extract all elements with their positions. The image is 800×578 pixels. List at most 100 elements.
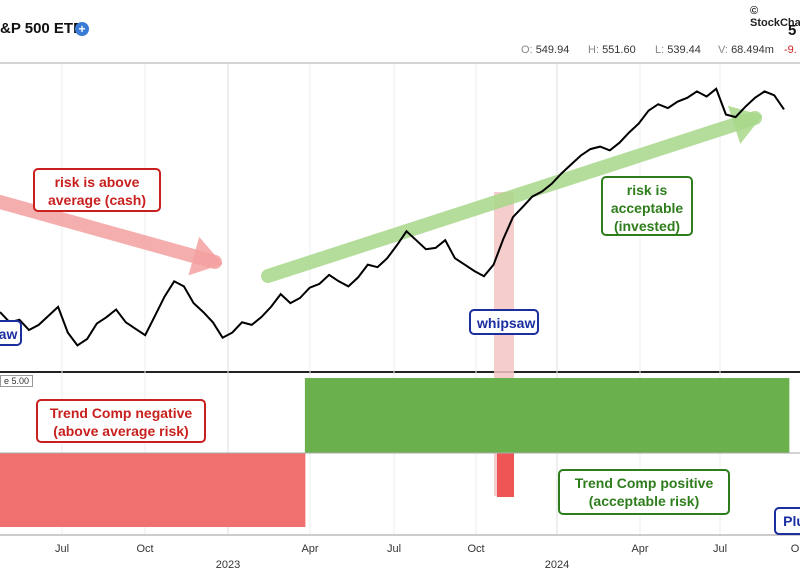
trend-comp-negative-bar — [198, 453, 209, 527]
trend-comp-positive-bar — [314, 378, 325, 453]
trend-comp-negative-bar — [130, 453, 141, 527]
trend-comp-positive-bar — [759, 378, 770, 453]
trend-comp-positive-bar — [382, 378, 393, 453]
trend-comp-negative-bar — [150, 453, 161, 527]
trend-comp-positive-bar — [653, 378, 664, 453]
indicator-panel-tag: e 5.00 — [0, 375, 34, 387]
x-year-label: 2024 — [545, 559, 569, 571]
trend-comp-positive-bar — [672, 378, 683, 453]
trend-comp-positive-bar — [546, 378, 558, 453]
trend-comp-positive-bar — [324, 378, 335, 453]
trend-comp-positive-bar — [556, 378, 567, 453]
trend-comp-positive-bar — [459, 378, 470, 453]
trend-comp-positive-bar — [730, 378, 741, 453]
x-tick-label: Apr — [631, 543, 648, 555]
trend-comp-positive-bar — [333, 378, 345, 453]
ohlc-high: H: 551.60 — [588, 44, 636, 56]
trend-comp-positive-bar — [575, 378, 587, 453]
ohlc-low: L: 539.44 — [655, 44, 701, 56]
callout-whipsaw: whipsaw — [469, 309, 539, 335]
trend-comp-positive-bar — [595, 378, 606, 453]
price-series-line — [0, 87, 785, 347]
trend-comp-positive-bar — [721, 378, 732, 453]
trend-comp-negative-bar — [53, 453, 64, 527]
trend-comp-positive-bar — [643, 378, 654, 453]
trend-comp-positive-bar — [401, 378, 412, 453]
trend-comp-negative-bar — [82, 453, 93, 527]
trend-comp-negative-bar — [285, 453, 296, 527]
trend-comp-positive-bar — [430, 378, 441, 453]
trend-comp-negative-bar — [101, 453, 112, 527]
trend-comp-negative-bar — [256, 453, 267, 527]
callout-trend-negative: Trend Comp negative (above average risk) — [36, 399, 206, 443]
brand-logo-text: © StockCharts.com — [750, 5, 800, 29]
trend-comp-negative-bar — [62, 453, 74, 527]
trend-comp-negative-bar — [237, 453, 248, 527]
chart-header: &P 500 ETF + © StockCharts.com 5 O: 549.… — [0, 0, 800, 63]
trend-comp-negative-bar — [4, 453, 16, 527]
trend-comp-negative-bar — [246, 453, 257, 527]
x-tick-label: Oct — [136, 543, 153, 555]
trend-comp-negative-bar — [91, 453, 103, 527]
risk-above-arrow-shaft — [0, 195, 222, 269]
trend-comp-positive-bar — [392, 378, 403, 453]
trend-comp-positive-bar — [779, 378, 790, 453]
trend-comp-positive-bar — [614, 378, 625, 453]
trend-comp-positive-bar — [769, 378, 780, 453]
trend-comp-positive-bar — [508, 378, 519, 453]
x-tick-label: Jul — [713, 543, 727, 555]
trend-comp-positive-bar — [585, 378, 596, 453]
trend-comp-negative-bar — [72, 453, 83, 527]
trend-comp-positive-bar — [604, 378, 616, 453]
trend-comp-negative-bar — [295, 453, 306, 527]
x-tick-label: Apr — [301, 543, 318, 555]
trend-comp-positive-bar — [479, 378, 490, 453]
trend-comp-positive-bar — [740, 378, 751, 453]
trend-comp-positive-bar — [517, 378, 529, 453]
callout-plus: Plu — [774, 507, 800, 535]
callout-trend-positive: Trend Comp positive (acceptable risk) — [558, 469, 730, 515]
trend-comp-positive-bar — [682, 378, 693, 453]
trend-comp-positive-bar — [527, 378, 538, 453]
trend-comp-negative-bar — [14, 453, 25, 527]
callout-risk-acceptable: risk is acceptable (invested) — [601, 176, 693, 236]
trend-comp-positive-bar — [633, 378, 645, 453]
trend-comp-positive-bar — [498, 378, 509, 453]
trend-comp-positive-bar — [750, 378, 761, 453]
callout-risk-above: risk is above average (cash) — [33, 168, 161, 212]
x-tick-label: O — [791, 543, 800, 555]
trend-comp-positive-bar — [372, 378, 383, 453]
ohlc-volume: V: 68.494m — [718, 44, 774, 56]
trend-comp-negative-bar — [43, 453, 54, 527]
trend-comp-positive-bar — [411, 378, 422, 453]
trend-comp-negative-bar — [33, 453, 45, 527]
trend-comp-negative-bar — [24, 453, 35, 527]
trend-comp-positive-bar — [362, 378, 374, 453]
trend-comp-negative-bar — [275, 453, 287, 527]
trend-comp-positive-bar — [343, 378, 354, 453]
x-tick-label: Jul — [55, 543, 69, 555]
trend-comp-positive-bar — [469, 378, 480, 453]
x-year-label: 2023 — [216, 559, 240, 571]
trend-comp-positive-bar — [663, 378, 674, 453]
trend-comp-negative-bar — [120, 453, 132, 527]
trend-comp-negative-bar — [140, 453, 151, 527]
trend-comp-positive-bar — [701, 378, 712, 453]
trend-comp-negative-bar — [266, 453, 277, 527]
risk-above-arrow-head — [188, 236, 223, 276]
trend-comp-positive-bar — [304, 378, 316, 453]
trend-comp-positive-bar — [566, 378, 577, 453]
trend-comp-negative-bar — [111, 453, 122, 527]
chart-title: &P 500 ETF — [0, 20, 83, 37]
trend-comp-whipsaw-bar — [497, 453, 514, 497]
risk-acceptable-arrow-shaft — [261, 111, 762, 283]
trend-comp-positive-bar — [353, 378, 364, 453]
trend-comp-negative-bar — [208, 453, 219, 527]
trend-comp-positive-bar — [450, 378, 461, 453]
trend-comp-negative-bar — [188, 453, 199, 527]
trend-comp-positive-bar — [711, 378, 722, 453]
add-symbol-icon[interactable]: + — [75, 22, 89, 36]
ohlc-open: O: 549.94 — [521, 44, 570, 56]
trend-comp-negative-bar — [179, 453, 190, 527]
